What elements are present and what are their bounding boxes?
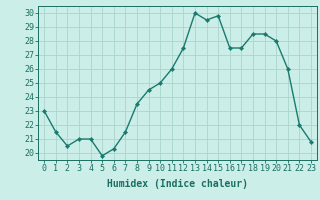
X-axis label: Humidex (Indice chaleur): Humidex (Indice chaleur) — [107, 179, 248, 189]
